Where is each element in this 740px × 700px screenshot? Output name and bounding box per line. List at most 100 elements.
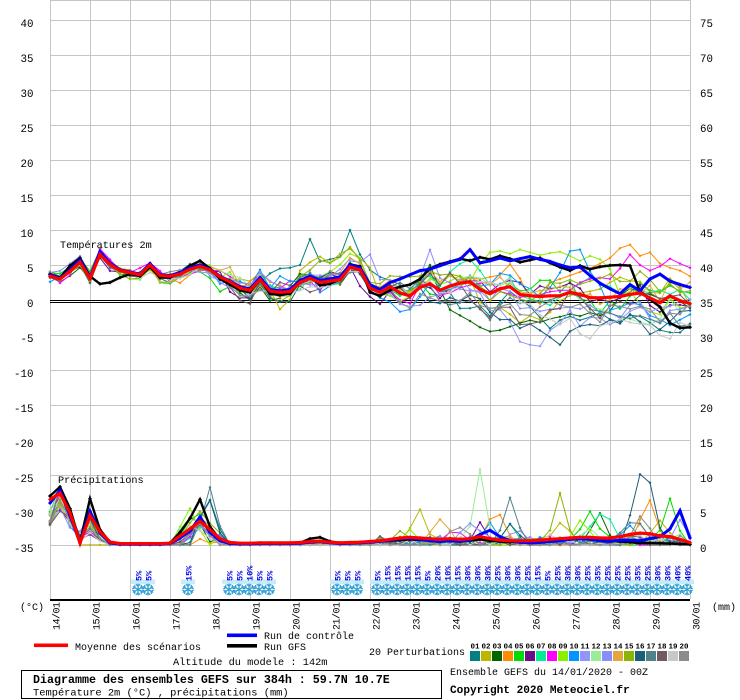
svg-text:25%: 25% xyxy=(604,565,614,581)
svg-text:Copyright 2020 Meteociel.fr: Copyright 2020 Meteociel.fr xyxy=(450,685,630,697)
svg-text:0: 0 xyxy=(700,544,706,556)
svg-text:5%: 5% xyxy=(374,570,384,581)
svg-text:15%: 15% xyxy=(185,565,195,581)
svg-text:18/01: 18/01 xyxy=(212,602,224,630)
svg-text:30%: 30% xyxy=(664,565,674,581)
svg-text:70: 70 xyxy=(700,54,713,66)
svg-text:29/01: 29/01 xyxy=(652,602,664,630)
svg-text:55: 55 xyxy=(700,159,713,171)
svg-text:5%: 5% xyxy=(424,570,434,581)
svg-text:10: 10 xyxy=(21,229,34,241)
svg-text:15: 15 xyxy=(624,644,634,652)
svg-text:Température 2m (°C) , précipit: Température 2m (°C) , précipitations (mm… xyxy=(33,688,289,700)
svg-text:07: 07 xyxy=(536,644,545,652)
svg-text:-35: -35 xyxy=(14,544,33,556)
svg-text:04: 04 xyxy=(503,644,513,652)
svg-text:30: 30 xyxy=(21,89,34,101)
svg-text:45: 45 xyxy=(700,229,713,241)
svg-text:15: 15 xyxy=(21,194,34,206)
svg-text:35%: 35% xyxy=(634,565,644,581)
svg-text:16/01: 16/01 xyxy=(132,602,144,630)
svg-text:25%: 25% xyxy=(624,565,634,581)
svg-text:10: 10 xyxy=(569,644,579,652)
svg-text:40%: 40% xyxy=(684,565,694,581)
svg-text:14: 14 xyxy=(613,644,623,652)
svg-text:40%: 40% xyxy=(674,565,684,581)
svg-text:-15: -15 xyxy=(14,404,33,416)
svg-text:17: 17 xyxy=(646,644,655,652)
svg-text:5%: 5% xyxy=(135,570,145,581)
svg-text:19: 19 xyxy=(668,644,678,652)
svg-text:20: 20 xyxy=(700,404,713,416)
svg-text:30%: 30% xyxy=(514,565,524,581)
svg-text:0: 0 xyxy=(27,299,33,311)
svg-text:20: 20 xyxy=(21,159,34,171)
svg-text:40: 40 xyxy=(700,264,713,276)
svg-text:30%: 30% xyxy=(464,565,474,581)
svg-text:-10: -10 xyxy=(14,369,33,381)
svg-text:5: 5 xyxy=(27,264,33,276)
svg-text:18: 18 xyxy=(657,644,667,652)
svg-text:28/01: 28/01 xyxy=(612,602,624,630)
svg-text:5%: 5% xyxy=(544,570,554,581)
svg-text:-20: -20 xyxy=(14,439,33,451)
svg-text:25%: 25% xyxy=(524,565,534,581)
svg-text:5%: 5% xyxy=(354,570,364,581)
svg-text:35%: 35% xyxy=(594,565,604,581)
svg-text:03: 03 xyxy=(492,644,502,652)
svg-text:5%: 5% xyxy=(226,570,236,581)
svg-text:02: 02 xyxy=(481,644,491,652)
svg-text:09: 09 xyxy=(558,644,568,652)
svg-text:35: 35 xyxy=(700,299,713,311)
svg-text:15%: 15% xyxy=(404,565,414,581)
svg-text:30%: 30% xyxy=(484,565,494,581)
svg-text:05: 05 xyxy=(514,644,524,652)
svg-text:25%: 25% xyxy=(644,565,654,581)
svg-text:25: 25 xyxy=(21,124,34,136)
svg-text:30%: 30% xyxy=(654,565,664,581)
svg-text:20: 20 xyxy=(679,644,689,652)
svg-text:Run GFS: Run GFS xyxy=(264,643,306,654)
svg-text:06: 06 xyxy=(525,644,535,652)
svg-text:25%: 25% xyxy=(554,565,564,581)
svg-text:-30: -30 xyxy=(14,509,33,521)
svg-text:35: 35 xyxy=(21,54,34,66)
svg-text:50: 50 xyxy=(700,194,713,206)
svg-text:-5: -5 xyxy=(21,334,34,346)
svg-text:30/01: 30/01 xyxy=(692,602,704,630)
svg-text:5%: 5% xyxy=(236,570,246,581)
svg-text:25: 25 xyxy=(700,369,713,381)
svg-text:Ensemble GEFS du 14/01/2020 -: Ensemble GEFS du 14/01/2020 - 00Z xyxy=(450,667,648,679)
svg-text:26/01: 26/01 xyxy=(532,602,544,630)
svg-text:5%: 5% xyxy=(145,570,155,581)
svg-text:20%: 20% xyxy=(434,565,444,581)
svg-text:Run de contrôle: Run de contrôle xyxy=(264,631,354,643)
svg-text:5%: 5% xyxy=(266,570,276,581)
svg-text:22/01: 22/01 xyxy=(372,602,384,630)
svg-text:30%: 30% xyxy=(574,565,584,581)
svg-text:19/01: 19/01 xyxy=(252,602,264,630)
svg-text:20 Perturbations: 20 Perturbations xyxy=(369,647,465,659)
svg-text:5%: 5% xyxy=(256,570,266,581)
svg-text:30%: 30% xyxy=(564,565,574,581)
svg-text:60: 60 xyxy=(700,124,713,136)
svg-text:15: 15 xyxy=(700,439,713,451)
svg-text:15%: 15% xyxy=(384,565,394,581)
svg-text:01: 01 xyxy=(470,644,480,652)
svg-text:15%: 15% xyxy=(534,565,544,581)
svg-text:15%: 15% xyxy=(394,565,404,581)
svg-text:25%: 25% xyxy=(584,565,594,581)
svg-text:Diagramme des ensembles GEFS s: Diagramme des ensembles GEFS sur 384h : … xyxy=(33,673,390,687)
svg-text:15%: 15% xyxy=(414,565,424,581)
svg-text:08: 08 xyxy=(547,644,557,652)
svg-text:Moyenne des scénarios: Moyenne des scénarios xyxy=(75,642,201,654)
svg-text:12: 12 xyxy=(591,644,601,652)
svg-text:5%: 5% xyxy=(334,570,344,581)
svg-text:25/01: 25/01 xyxy=(492,602,504,630)
svg-text:65: 65 xyxy=(700,89,713,101)
svg-text:Températures 2m: Températures 2m xyxy=(60,240,152,252)
svg-text:14/01: 14/01 xyxy=(52,602,64,630)
svg-text:11: 11 xyxy=(580,644,590,652)
svg-text:10: 10 xyxy=(700,474,713,486)
svg-text:23/01: 23/01 xyxy=(412,602,424,630)
